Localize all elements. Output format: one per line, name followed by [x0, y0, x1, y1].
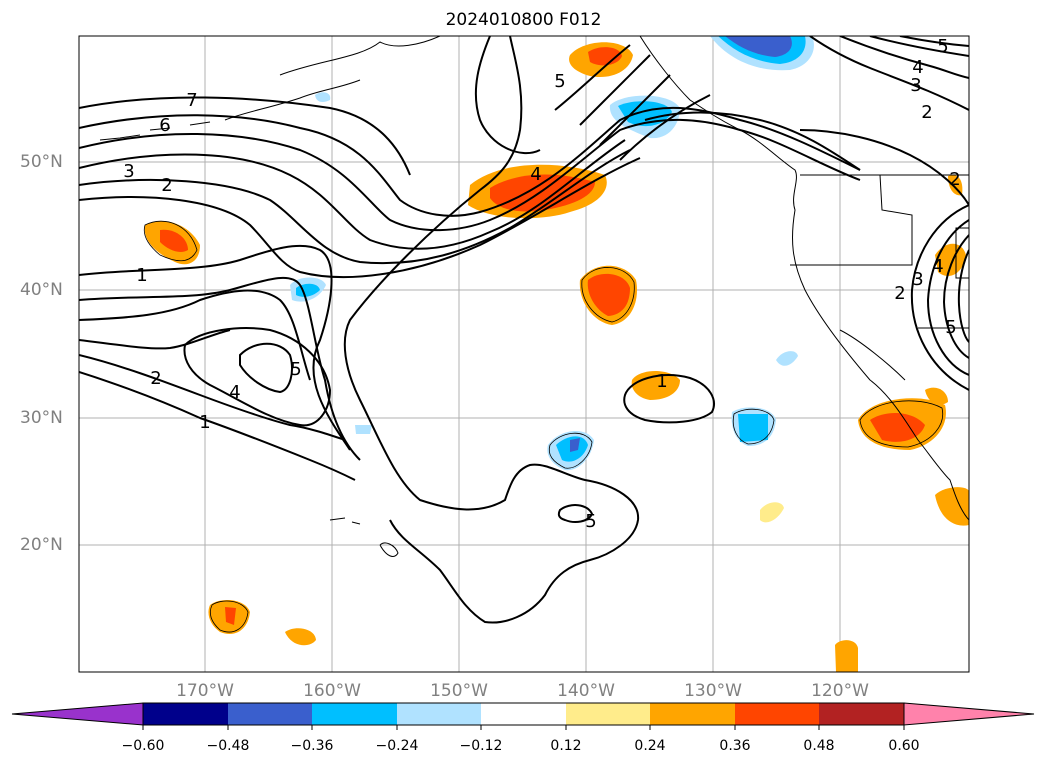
- colorbar-segment: [650, 703, 735, 725]
- colorbar-tick-label: 0.12: [550, 738, 582, 754]
- contour-label: 5: [937, 36, 948, 57]
- contour-label: 5: [945, 317, 956, 338]
- lat-label-50n: 50°N: [20, 152, 63, 172]
- contour-label: 5: [554, 71, 565, 92]
- colorbar-segment: [397, 703, 481, 725]
- colorbar-segment: [143, 703, 228, 725]
- contour-label: 3: [912, 269, 923, 290]
- lon-label-120w: 120°W: [811, 681, 869, 701]
- colorbar-tick-label: −0.12: [459, 738, 503, 754]
- contours: [79, 36, 969, 624]
- map-frame: [78, 35, 970, 673]
- colorbar-tick-label: 0.24: [634, 738, 666, 754]
- contour-label: 2: [949, 169, 960, 190]
- colorbar-tick-label: −0.36: [290, 738, 334, 754]
- map-title: 2024010800 F012: [445, 10, 602, 30]
- gridlines: [79, 36, 969, 672]
- colorbar-segment: [228, 703, 312, 725]
- contour-label: 1: [656, 371, 667, 392]
- contour-label: 5: [585, 511, 596, 532]
- colorbar-extend-high: [903, 702, 1035, 726]
- coastlines: [99, 36, 969, 557]
- colorbar: [11, 702, 1035, 730]
- anomaly-fills: [144, 36, 969, 672]
- contour-label: 4: [932, 256, 943, 277]
- contour-label: 4: [530, 164, 541, 185]
- anomaly-outlines: [143, 220, 944, 633]
- contour-label: 6: [159, 115, 170, 136]
- contour-label: 2: [921, 102, 932, 123]
- lat-label-30n: 30°N: [20, 408, 63, 428]
- lon-label-170w: 170°W: [176, 681, 234, 701]
- colorbar-tick-label: −0.48: [206, 738, 250, 754]
- colorbar-segment: [819, 703, 904, 725]
- lat-label-40n: 40°N: [20, 280, 63, 300]
- contour-label: 3: [123, 161, 134, 182]
- contour-label: 4: [912, 57, 923, 78]
- contour-label: 5: [290, 359, 301, 380]
- contour-label: 2: [894, 283, 905, 304]
- colorbar-tick-label: 0.60: [888, 738, 920, 754]
- lon-label-160w: 160°W: [303, 681, 361, 701]
- lon-label-140w: 140°W: [557, 681, 615, 701]
- contour-labels: 7 6 3 2 1 2 4 1 5 5 1 4 5 4 3 2 5 2 3 4 …: [123, 36, 960, 532]
- contour-label: 2: [161, 175, 172, 196]
- colorbar-segment: [312, 703, 397, 725]
- colorbar-extend-low: [11, 702, 144, 726]
- colorbar-tick-label: 0.48: [803, 738, 835, 754]
- contour-label: 7: [186, 90, 197, 111]
- colorbar-segment: [735, 703, 819, 725]
- contour-label: 1: [199, 412, 210, 433]
- contour-label: 2: [150, 368, 161, 389]
- lon-label-150w: 150°W: [430, 681, 488, 701]
- colorbar-segment: [566, 703, 650, 725]
- colorbar-tick-label: −0.60: [121, 738, 165, 754]
- lat-label-20n: 20°N: [20, 535, 63, 555]
- lon-label-130w: 130°W: [684, 681, 742, 701]
- colorbar-tick-label: 0.36: [719, 738, 751, 754]
- contour-label: 1: [136, 265, 147, 286]
- colorbar-segment: [481, 703, 566, 725]
- colorbar-tick-label: −0.24: [375, 738, 419, 754]
- contour-label: 3: [910, 75, 921, 96]
- contour-label: 4: [229, 382, 240, 403]
